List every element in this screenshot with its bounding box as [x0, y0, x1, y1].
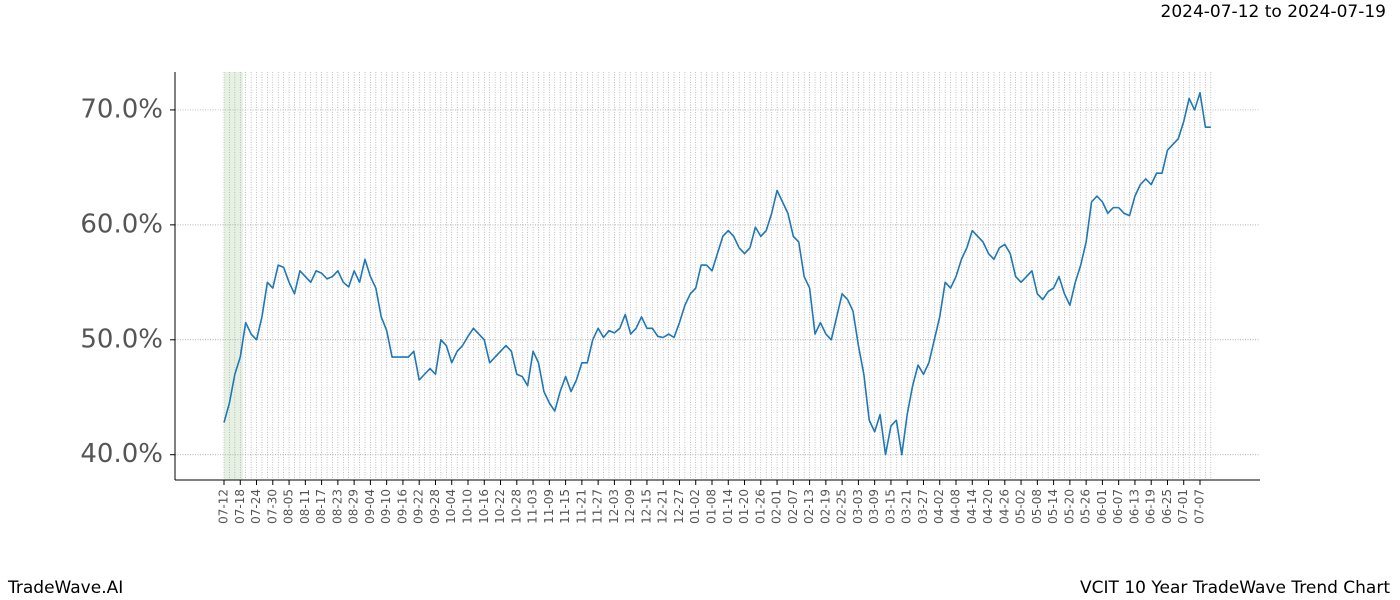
x-tick-label: 04-20: [981, 489, 995, 524]
x-tick-label: 01-08: [705, 489, 719, 524]
x-tick-label: 07-24: [249, 489, 263, 524]
x-tick-label: 02-07: [786, 489, 800, 524]
x-tick-label: 11-09: [542, 489, 556, 524]
highlight-span: [224, 72, 243, 480]
x-tick-label: 02-19: [818, 489, 832, 524]
chart-title: VCIT 10 Year TradeWave Trend Chart: [1080, 578, 1390, 598]
y-tick-label: 60.0%: [80, 209, 163, 239]
x-tick-label: 01-14: [721, 489, 735, 524]
x-tick-label: 01-20: [737, 489, 751, 524]
y-tick-label: 70.0%: [80, 94, 163, 124]
y-tick-label: 40.0%: [80, 439, 163, 469]
x-tick-label: 12-09: [623, 489, 637, 524]
x-tick-label: 03-27: [916, 489, 930, 524]
x-tick-label: 04-08: [949, 489, 963, 524]
x-tick-label: 11-21: [574, 489, 588, 524]
x-tick-label: 09-22: [412, 489, 426, 524]
date-range: 2024-07-12 to 2024-07-19: [1161, 2, 1386, 22]
x-tick-label: 01-26: [753, 489, 767, 524]
y-tick-label: 50.0%: [80, 324, 163, 354]
x-tick-label: 07-01: [1176, 489, 1190, 524]
x-tick-label: 12-03: [607, 489, 621, 524]
x-tick-label: 10-16: [477, 489, 491, 524]
grid: [175, 72, 1260, 480]
x-tick-label: 09-28: [428, 489, 442, 524]
x-tick-label: 07-07: [1193, 489, 1207, 524]
x-tick-label: 09-16: [395, 489, 409, 524]
x-tick-label: 03-21: [900, 489, 914, 524]
x-tick-label: 09-10: [379, 489, 393, 524]
x-tick-label: 10-10: [461, 489, 475, 524]
x-tick-label: 02-13: [802, 489, 816, 524]
x-tick-label: 10-22: [493, 489, 507, 524]
x-tick-label: 05-02: [1014, 489, 1028, 524]
x-tick-label: 06-13: [1127, 489, 1141, 524]
x-tick-label: 04-26: [997, 489, 1011, 524]
x-tick-label: 07-18: [233, 489, 247, 524]
x-tick-label: 05-20: [1062, 489, 1076, 524]
x-tick-label: 05-14: [1046, 489, 1060, 524]
x-tick-label: 12-27: [672, 489, 686, 524]
x-tick-label: 07-12: [217, 489, 231, 524]
plot: [223, 91, 1211, 456]
x-tick-label: 12-21: [656, 489, 670, 524]
x-tick-label: 01-02: [688, 489, 702, 524]
x-tick-label: 08-05: [282, 489, 296, 524]
brand: TradeWave.AI: [7, 578, 123, 598]
x-tick-label: 06-25: [1160, 489, 1174, 524]
x-tick-label: 09-04: [363, 489, 377, 524]
x-tick-label: 12-15: [639, 489, 653, 524]
x-tick-label: 06-01: [1095, 489, 1109, 524]
trend-line: [223, 91, 1211, 456]
x-tick-label: 06-07: [1111, 489, 1125, 524]
x-tick-label: 11-15: [558, 489, 572, 524]
x-tick-label: 07-30: [265, 489, 279, 524]
x-tick-label: 03-09: [867, 489, 881, 524]
x-tick-label: 05-26: [1079, 489, 1093, 524]
x-tick-label: 03-03: [851, 489, 865, 524]
x-tick-label: 02-25: [835, 489, 849, 524]
x-tick-label: 02-01: [770, 489, 784, 524]
x-tick-label: 11-03: [526, 489, 540, 524]
x-tick-label: 04-14: [965, 489, 979, 524]
x-tick-label: 08-17: [314, 489, 328, 524]
x-tick-label: 03-15: [883, 489, 897, 524]
x-tick-label: 08-11: [298, 489, 312, 524]
x-tick-label: 08-29: [347, 489, 361, 524]
x-tick-label: 06-19: [1144, 489, 1158, 524]
x-tick-label: 05-08: [1030, 489, 1044, 524]
x-tick-label: 10-04: [444, 489, 458, 524]
x-tick-label: 04-02: [932, 489, 946, 524]
x-tick-label: 11-27: [591, 489, 605, 524]
x-tick-label: 08-23: [330, 489, 344, 524]
x-tick-label: 10-28: [509, 489, 523, 524]
